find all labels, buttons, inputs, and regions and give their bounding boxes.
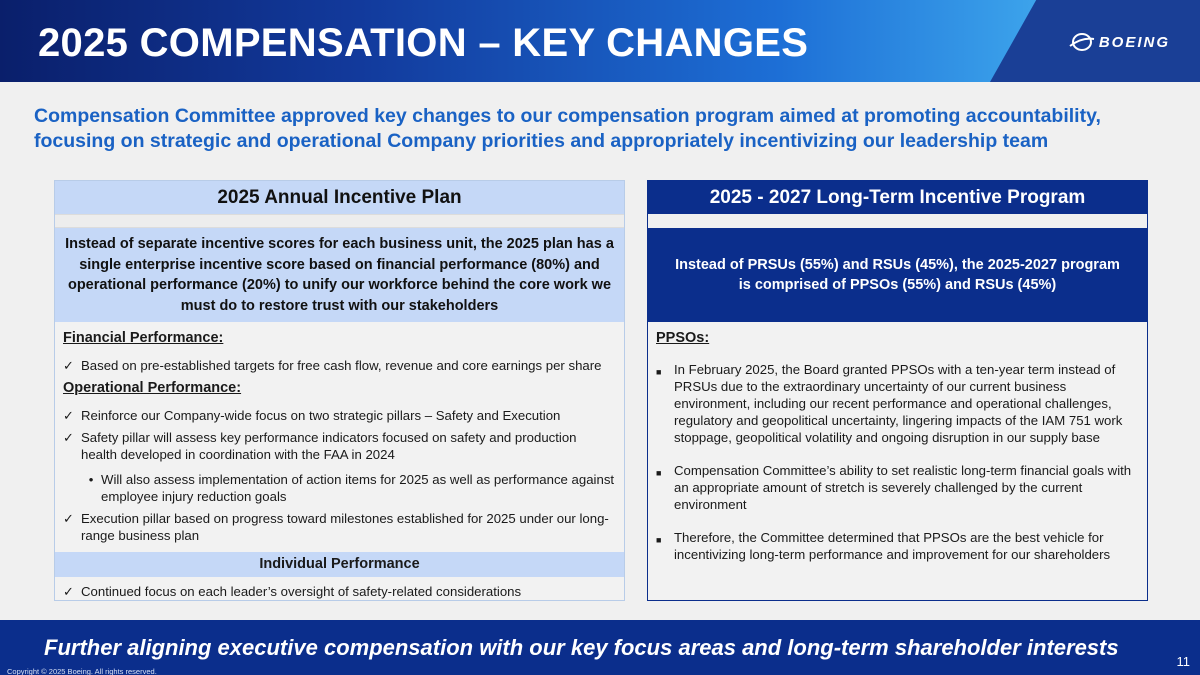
list-item: ■ Compensation Committee’s ability to se…: [656, 462, 1139, 513]
list-item: • Will also assess implementation of act…: [81, 471, 616, 505]
square-bullet-icon: ■: [656, 468, 662, 478]
list-item: ✓ Continued focus on each leader’s overs…: [63, 583, 616, 600]
annual-incentive-title: 2025 Annual Incentive Plan: [55, 181, 624, 214]
panel-spacer: [55, 214, 624, 228]
operational-item: Reinforce our Company-wide focus on two …: [81, 408, 561, 423]
operational-item: Execution pillar based on progress towar…: [81, 511, 609, 543]
operational-subitem: Will also assess implementation of actio…: [101, 472, 615, 504]
individual-item: Continued focus on each leader’s oversig…: [81, 584, 522, 599]
long-term-incentive-panel: 2025 - 2027 Long-Term Incentive Program …: [647, 180, 1148, 601]
financial-item: Based on pre-established targets for fre…: [81, 358, 602, 373]
brand-logo: BOEING: [1069, 30, 1170, 54]
operational-item: Safety pillar will assess key performanc…: [81, 430, 577, 462]
long-term-incentive-summary: Instead of PRSUs (55%) and RSUs (45%), t…: [648, 228, 1147, 322]
operational-performance-heading: Operational Performance:: [63, 380, 242, 396]
checkmark-icon: ✓: [63, 358, 74, 373]
checkmark-icon: ✓: [63, 408, 74, 423]
intro-text: Compensation Committee approved key chan…: [34, 105, 1101, 152]
square-bullet-icon: ■: [656, 367, 662, 377]
ppso-item: Therefore, the Committee determined that…: [674, 530, 1111, 562]
individual-performance-heading: Individual Performance: [55, 552, 624, 577]
square-bullet-icon: ■: [656, 535, 662, 545]
checkmark-icon: ✓: [63, 430, 74, 445]
header-banner: 2025 COMPENSATION – KEY CHANGES BOEING: [0, 0, 1200, 82]
ppso-heading: PPSOs:: [656, 330, 710, 346]
checkmark-icon: ✓: [63, 584, 74, 599]
list-item: ■ Therefore, the Committee determined th…: [656, 529, 1139, 563]
brand-wordmark: BOEING: [1098, 33, 1170, 51]
boeing-logo-icon: [1069, 33, 1094, 51]
annual-incentive-body: Financial Performance: ✓ Based on pre-es…: [55, 322, 624, 600]
page-number: 11: [1176, 654, 1191, 669]
page-title: 2025 COMPENSATION – KEY CHANGES: [38, 21, 809, 65]
annual-incentive-panel: 2025 Annual Incentive Plan Instead of se…: [54, 180, 625, 601]
checkmark-icon: ✓: [63, 511, 74, 526]
list-item: ✓ Reinforce our Company-wide focus on tw…: [63, 407, 616, 424]
list-item: ✓ Execution pillar based on progress tow…: [63, 510, 616, 544]
ppso-item: Compensation Committee’s ability to set …: [674, 463, 1132, 512]
list-item: ✓ Safety pillar will assess key performa…: [63, 429, 616, 463]
bullet-icon: •: [88, 472, 94, 487]
ppso-item: In February 2025, the Board granted PPSO…: [674, 362, 1123, 445]
footer-tagline: Further aligning executive compensation …: [44, 635, 1119, 660]
panel-spacer: [648, 214, 1147, 228]
annual-incentive-summary: Instead of separate incentive scores for…: [55, 228, 624, 322]
financial-performance-heading: Financial Performance:: [63, 330, 224, 346]
copyright-notice: Copyright © 2025 Boeing. All rights rese…: [7, 667, 157, 675]
long-term-incentive-body: PPSOs: ■ In February 2025, the Board gra…: [648, 322, 1147, 563]
list-item: ■ In February 2025, the Board granted PP…: [656, 361, 1139, 446]
long-term-incentive-title: 2025 - 2027 Long-Term Incentive Program: [648, 181, 1147, 214]
footer-banner: Further aligning executive compensation …: [0, 620, 1200, 675]
list-item: ✓ Based on pre-established targets for f…: [63, 357, 616, 374]
